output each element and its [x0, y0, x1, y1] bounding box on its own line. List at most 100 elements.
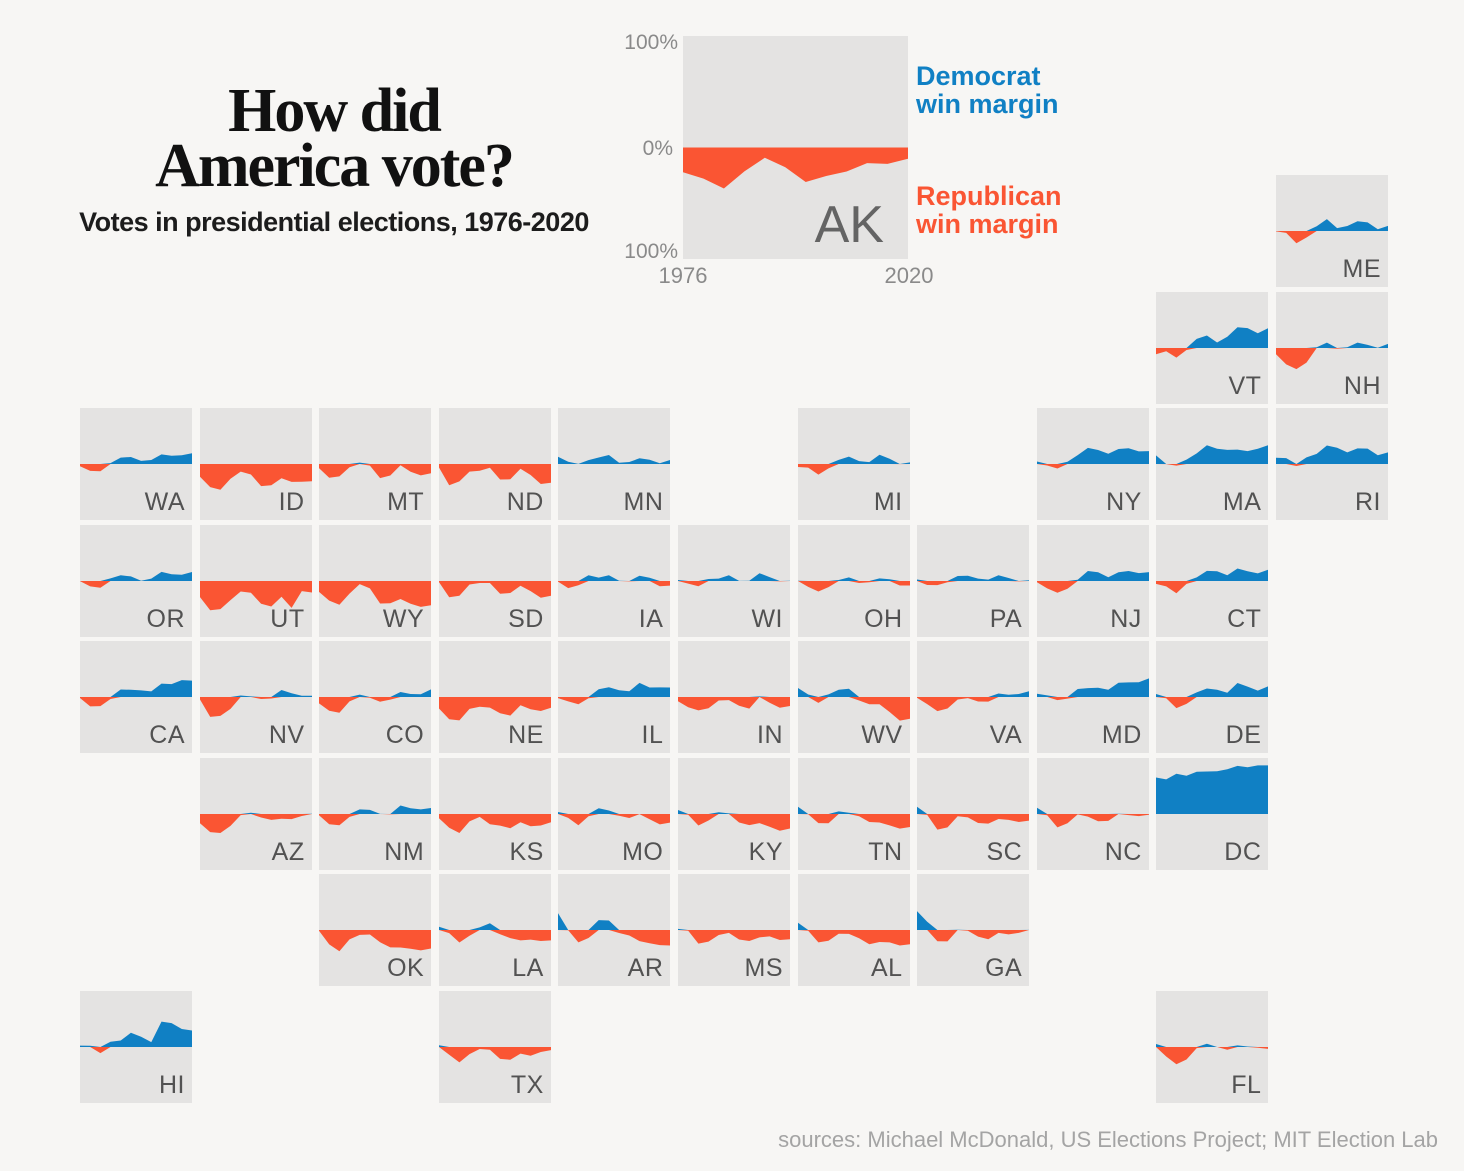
- margin-area-democrat: [1156, 568, 1269, 581]
- margin-area-democrat: [678, 696, 790, 697]
- state-tile-OK: OK: [319, 874, 432, 986]
- state-label-KS: KS: [509, 837, 544, 866]
- state-label-CO: CO: [385, 721, 425, 749]
- state-tile-IN: IN: [678, 641, 790, 753]
- state-tile-TX: TX: [438, 990, 551, 1103]
- state-label-AL: AL: [871, 954, 903, 982]
- margin-area-democrat: [678, 572, 790, 581]
- margin-area-republican: [1276, 347, 1388, 369]
- legend-democrat-line2: win margin: [916, 89, 1059, 119]
- state-tile-CA: CA: [80, 641, 192, 753]
- state-label-MN: MN: [623, 488, 664, 516]
- state-tile-MS: MS: [678, 874, 790, 986]
- state-label-NM: NM: [384, 837, 425, 866]
- margin-area-democrat: [1276, 445, 1388, 464]
- state-label-PA: PA: [989, 604, 1023, 633]
- margin-area-democrat: [917, 911, 1030, 930]
- margin-area-democrat: [1036, 807, 1149, 814]
- legend-republican-line1: Republican: [916, 181, 1062, 211]
- margin-area-democrat: [1036, 447, 1149, 464]
- margin-area-republican: [797, 464, 910, 475]
- margin-area-republican: [319, 697, 432, 713]
- margin-area-republican: [797, 930, 910, 946]
- state-label-WI: WI: [751, 604, 783, 633]
- state-tile-DC: DC: [1156, 757, 1269, 870]
- state-label-MO: MO: [622, 837, 664, 866]
- state-label-IL: IL: [641, 721, 664, 749]
- margin-area-democrat: [199, 690, 312, 697]
- state-label-LA: LA: [512, 954, 544, 982]
- margin-area-republican: [678, 813, 790, 831]
- page-title-line2: America vote?: [155, 132, 515, 200]
- margin-area-democrat: [917, 806, 1030, 814]
- state-label-DE: DE: [1225, 721, 1262, 749]
- state-label-OH: OH: [864, 604, 903, 633]
- state-tile-PA: PA: [917, 524, 1030, 637]
- margin-area-republican: [319, 813, 432, 825]
- state-tile-MD: MD: [1036, 641, 1149, 753]
- margin-area-republican: [80, 1046, 192, 1053]
- state-tile-MI: MI: [797, 408, 910, 520]
- state-tile-WA: WA: [80, 408, 192, 520]
- state-label-IA: IA: [638, 604, 664, 633]
- margin-area-republican: [1036, 813, 1149, 827]
- state-label-KY: KY: [748, 837, 783, 866]
- margin-area-democrat: [199, 812, 312, 814]
- margin-area-democrat: [438, 1044, 551, 1047]
- state-tile-CT: CT: [1156, 524, 1269, 637]
- state-tile-WI: WI: [678, 524, 790, 637]
- margin-area-republican: [438, 697, 551, 721]
- state-tile-OH: OH: [797, 524, 910, 637]
- feature-y-axis-zero-label: 0%: [642, 137, 673, 160]
- state-tile-SC: SC: [917, 757, 1030, 870]
- state-tile-UT: UT: [199, 524, 312, 637]
- state-tile-AR: AR: [558, 874, 671, 986]
- margin-area-republican: [797, 813, 910, 829]
- margin-area-republican: [438, 813, 551, 833]
- margin-area-republican: [199, 580, 312, 610]
- margin-area-democrat: [80, 1021, 192, 1047]
- margin-area-republican: [438, 580, 551, 598]
- margin-area-democrat: [1156, 326, 1269, 348]
- state-label-NH: NH: [1343, 371, 1381, 400]
- margin-area-democrat: [80, 571, 192, 581]
- state-tile-IA: IA: [558, 524, 671, 637]
- state-label-TN: TN: [868, 837, 903, 866]
- margin-area-democrat: [797, 922, 910, 930]
- state-tile-MN: MN: [558, 408, 671, 520]
- margin-area-republican: [917, 697, 1030, 712]
- margin-area-democrat: [797, 688, 910, 697]
- state-tile-DE: DE: [1156, 641, 1269, 753]
- legend-republican-line2: win margin: [916, 209, 1059, 239]
- state-label-MA: MA: [1222, 488, 1262, 516]
- state-label-WY: WY: [382, 604, 425, 633]
- state-label-NC: NC: [1104, 837, 1142, 866]
- margin-area-democrat: [1276, 219, 1388, 231]
- state-tile-TN: TN: [797, 757, 910, 870]
- feature-y-axis-top-label: 100%: [624, 31, 678, 54]
- state-label-CT: CT: [1227, 604, 1262, 633]
- source-credit: sources: Michael McDonald, US Elections …: [778, 1127, 1438, 1152]
- legend-republican: Republican win margin: [916, 182, 1062, 238]
- state-label-TX: TX: [510, 1070, 544, 1099]
- page-title-line1: How did: [228, 77, 442, 145]
- margin-area-democrat: [797, 576, 910, 581]
- state-tile-NH: NH: [1276, 291, 1388, 404]
- state-label-VA: VA: [989, 721, 1023, 749]
- margin-area-republican: [917, 813, 1030, 830]
- margin-area-republican: [438, 1046, 551, 1062]
- state-label-OK: OK: [387, 954, 425, 982]
- margin-area-republican: [797, 580, 910, 591]
- margin-area-republican: [678, 930, 790, 944]
- state-label-FL: FL: [1231, 1070, 1262, 1099]
- state-tile-MO: MO: [558, 757, 671, 870]
- state-label-AZ: AZ: [271, 837, 305, 866]
- feature-state-label: AK: [814, 196, 884, 254]
- state-label-SD: SD: [508, 604, 544, 633]
- margin-area-democrat: [1156, 764, 1269, 814]
- state-label-NJ: NJ: [1110, 604, 1142, 633]
- margin-area-republican: [80, 580, 192, 588]
- feature-y-axis-bottom-label: 100%: [624, 240, 678, 263]
- margin-area-democrat: [558, 455, 671, 464]
